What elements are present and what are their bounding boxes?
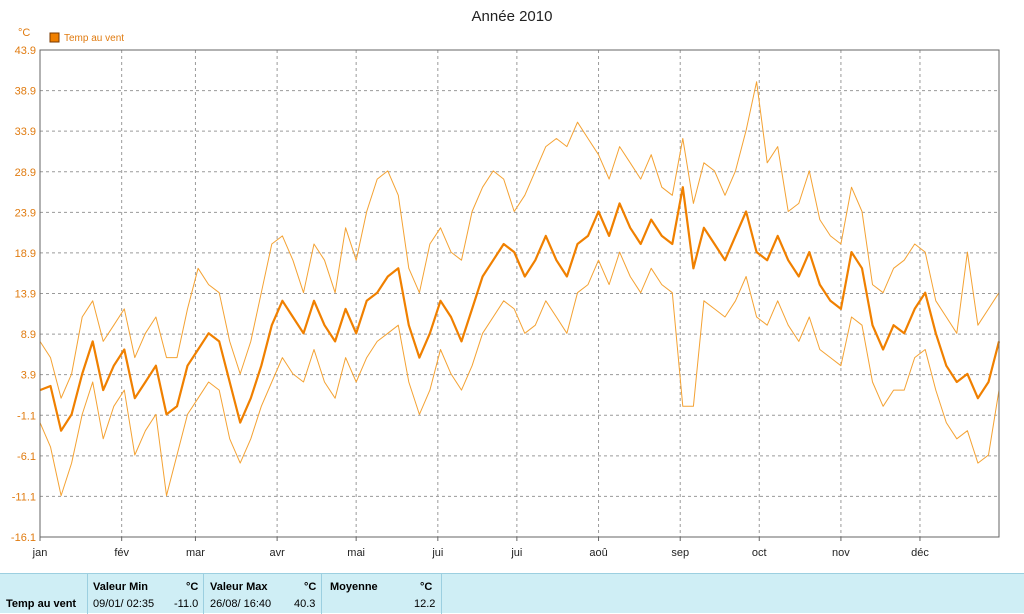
y-tick-label: 13.9 [15,289,36,301]
stats-panel: Temp au vent Valeur Min °C 09/01/ 02:35 … [0,573,1024,614]
y-tick-label: 8.9 [21,329,36,341]
y-tick-label: 33.9 [15,126,36,138]
x-tick-label: aoû [589,547,607,559]
y-tick-label: -16.1 [11,532,36,544]
x-tick-label: jui [431,547,443,559]
stats-row-header-cell: Temp au vent [0,574,88,614]
stats-min-value: -11.0 [174,598,199,610]
chart-title: Année 2010 [472,8,553,25]
x-tick-label: jui [510,547,522,559]
x-tick-label: déc [911,547,929,559]
y-tick-label: 28.9 [15,167,36,179]
series-line-max [39,81,1000,399]
series-line-min [39,251,1000,497]
y-tick-label: -1.1 [17,410,36,422]
stats-avg-header: Moyenne [330,581,378,593]
legend-swatch [49,32,60,43]
x-tick-label: mai [347,547,365,559]
stats-avg-cell: Moyenne °C 12.2 [322,574,442,614]
series-line-mean [39,186,1001,432]
y-tick-label: -6.1 [17,451,36,463]
x-tick-label: oct [752,547,767,559]
legend-label: Temp au vent [64,33,124,44]
stats-min-header: Valeur Min [93,581,149,593]
x-tick-label: avr [269,547,285,559]
chart: Année 2010 °C Temp au vent 43.9 38.9 33.9 2… [11,8,1001,559]
y-tick-label: -11.1 [12,491,36,503]
y-axis-unit: °C [18,27,30,39]
x-tick-label: fév [114,547,129,559]
plot-frame [39,49,1000,538]
y-ticks: 43.9 38.9 33.9 28.9 23.9 18.9 13.9 8.9 3.9 -1.1 -6… [11,45,36,544]
stats-min-date: 09/01/ 02:35 [93,598,155,610]
grid [40,50,999,537]
stats-avg-value: 12.2 [414,598,436,610]
stats-min-cell: Valeur Min °C 09/01/ 02:35 -11.0 [88,574,204,614]
y-tick-label: 23.9 [15,207,36,219]
stats-avg-unit: °C [420,581,433,593]
x-tick-label: mar [186,547,205,559]
stats-max-cell: Valeur Max °C 26/08/ 16:40 40.3 [204,574,322,614]
x-ticks: jan fév mar avr mai jui jui aoû sep oct nov déc [32,537,929,559]
x-tick-label: jan [32,547,48,559]
x-tick-label: nov [832,547,850,559]
y-tick-label: 38.9 [15,86,36,98]
y-tick-label: 3.9 [21,370,36,382]
stats-min-unit: °C [186,581,199,593]
y-tick-label: 43.9 [15,45,36,57]
y-tick-label: 18.9 [15,248,36,260]
stats-row-label: Temp au vent [6,598,77,610]
stats-max-date: 26/08/ 16:40 [210,598,272,610]
stats-max-header: Valeur Max [210,581,268,593]
series-lines [39,81,1001,497]
stats-max-unit: °C [304,581,317,593]
stats-max-value: 40.3 [294,598,316,610]
x-tick-label: sep [671,547,689,559]
